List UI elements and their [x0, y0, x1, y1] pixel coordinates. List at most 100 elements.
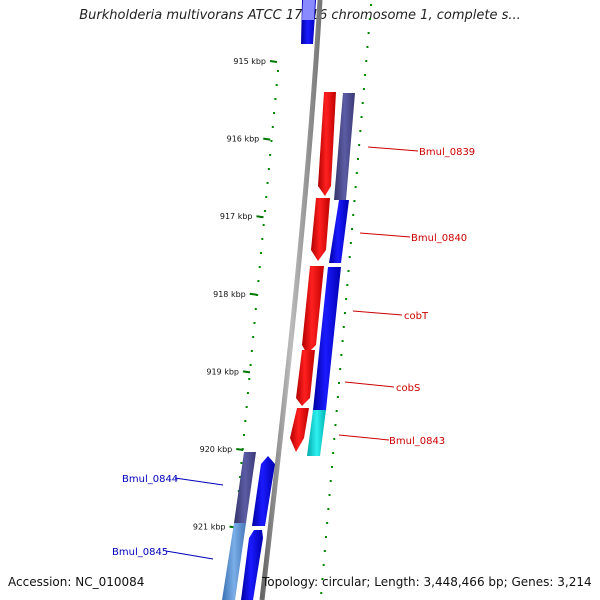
scale-dot — [260, 252, 262, 254]
scale-dot — [331, 466, 333, 468]
gene-label[interactable]: Bmul_0840 — [411, 233, 467, 244]
scale-dot — [259, 266, 261, 268]
scale-dot — [347, 270, 349, 272]
scale-dot — [261, 238, 263, 240]
scale-dot — [243, 434, 245, 436]
scale-dot — [329, 494, 331, 496]
scale-dot — [333, 438, 335, 440]
scale-dot — [257, 280, 259, 282]
scale-dot — [351, 228, 353, 230]
scale-tick — [243, 371, 250, 372]
scale-dot — [252, 336, 254, 338]
scale-tick-label: 916 kbp — [227, 135, 260, 144]
scale-dot — [357, 158, 359, 160]
scale-dot — [363, 88, 365, 90]
scale-dot — [336, 410, 338, 412]
topology-info: Topology: circular; Length: 3,448,466 bp… — [262, 575, 592, 589]
scale-dot — [343, 326, 345, 328]
scale-dot — [268, 168, 270, 170]
gene-label[interactable]: cobT — [404, 311, 429, 322]
scale-dot — [356, 172, 358, 174]
scale-dot — [350, 242, 352, 244]
scale-dot — [269, 154, 271, 156]
gene-label[interactable]: cobS — [396, 383, 420, 394]
scale-dot — [320, 592, 322, 594]
gene-label[interactable]: Bmul_0845 — [112, 547, 168, 558]
scale-dot — [342, 340, 344, 342]
scale-dot — [359, 130, 361, 132]
scale-dot — [352, 214, 354, 216]
scale-tick-label: 915 kbp — [233, 57, 266, 66]
scale-dot — [370, 4, 372, 6]
scale-dot — [369, 18, 371, 20]
scale-dot — [344, 312, 346, 314]
scale-tick-label: 920 kbp — [200, 445, 233, 454]
scale-dot — [327, 508, 329, 510]
gene-label[interactable]: Bmul_0844 — [122, 474, 178, 485]
scale-dot — [355, 186, 357, 188]
scale-track — [229, 4, 372, 594]
cds-blue-highlight — [302, 0, 315, 20]
gene-label[interactable]: Bmul_0839 — [419, 147, 475, 158]
scale-dot — [330, 480, 332, 482]
gene-bar[interactable] — [329, 200, 349, 263]
scale-dot — [272, 126, 274, 128]
gene-label[interactable]: Bmul_0843 — [389, 436, 445, 447]
scale-dot — [358, 144, 360, 146]
scale-dot — [326, 522, 328, 524]
scale-dot — [263, 224, 265, 226]
scale-dot — [273, 112, 275, 114]
scale-dot — [246, 406, 248, 408]
scale-dot — [270, 140, 272, 142]
scale-tick-label: 917 kbp — [220, 212, 253, 221]
scale-dot — [364, 74, 366, 76]
scale-tick — [250, 294, 257, 295]
scale-dot — [267, 182, 269, 184]
scale-dot — [346, 284, 348, 286]
scale-tick — [236, 449, 243, 450]
gene-bar[interactable] — [334, 93, 355, 200]
scale-dot — [248, 378, 250, 380]
scale-tick-label: 919 kbp — [206, 367, 239, 376]
scale-dot — [264, 210, 266, 212]
gene-bar[interactable] — [307, 410, 326, 456]
scale-dot — [361, 116, 363, 118]
scale-dot — [255, 308, 257, 310]
scale-dot — [334, 424, 336, 426]
scale-tick — [263, 139, 270, 140]
scale-dot — [366, 46, 368, 48]
scale-dot — [349, 256, 351, 258]
scale-tick — [256, 216, 263, 217]
cds-red[interactable] — [296, 350, 315, 406]
scale-dot — [274, 98, 276, 100]
scale-dot — [337, 396, 339, 398]
scale-tick — [270, 61, 277, 62]
cds-red[interactable] — [311, 198, 330, 261]
cds-blue[interactable] — [241, 530, 263, 600]
scale-dot — [368, 32, 370, 34]
scale-tick-label: 918 kbp — [213, 290, 246, 299]
cds-red[interactable] — [318, 92, 336, 196]
scale-dot — [277, 70, 279, 72]
scale-tick-label: 921 kbp — [193, 523, 226, 532]
scale-dot — [339, 368, 341, 370]
accession-info: Accession: NC_010084 — [8, 575, 144, 589]
gene-labels: Bmul_0839 Bmul_0840 cobT cobS Bmul_0843 … — [112, 147, 475, 559]
scale-dot — [253, 322, 255, 324]
scale-dot — [276, 84, 278, 86]
gene-bar[interactable] — [222, 523, 246, 600]
scale-dot — [240, 462, 242, 464]
scale-dot — [244, 420, 246, 422]
scale-dot — [345, 298, 347, 300]
cds-red[interactable] — [290, 408, 309, 452]
scale-dot — [365, 60, 367, 62]
scale-dot — [338, 382, 340, 384]
scale-dot — [332, 452, 334, 454]
scale-dot — [362, 102, 364, 104]
gene-bar[interactable] — [234, 452, 256, 523]
scale-dot — [265, 196, 267, 198]
scale-dot — [323, 564, 325, 566]
scale-dot — [247, 392, 249, 394]
scale-dot — [250, 364, 252, 366]
